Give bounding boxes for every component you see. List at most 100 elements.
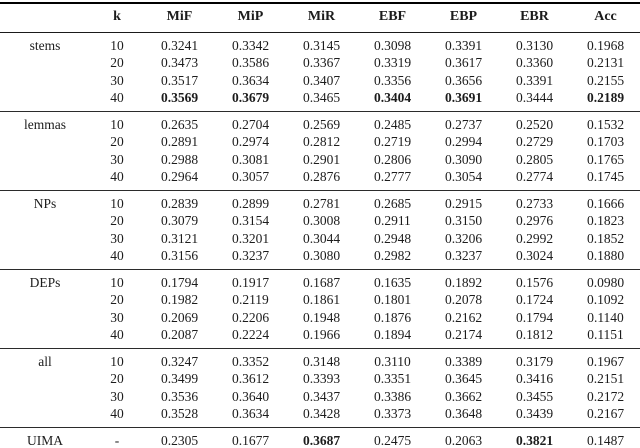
metric-value: 0.2964 <box>160 169 199 185</box>
k-value: 20 <box>110 371 124 387</box>
metric-value: 0.3241 <box>160 37 199 53</box>
k-value: 40 <box>110 169 124 185</box>
group-all: all 10 0.3247 0.3352 0.3148 0.3110 0.3389 0.317… <box>0 348 640 428</box>
metric-value: 0.1892 <box>444 274 483 290</box>
metric-value: 0.1861 <box>302 292 341 308</box>
metric-value: 0.2976 <box>515 213 554 229</box>
metric-value: 0.3237 <box>231 248 270 264</box>
table-row: 30 0.3121 0.3201 0.3044 0.2948 0.3206 0.2992 0.… <box>0 230 640 248</box>
group-label <box>0 292 90 310</box>
metric-value: 0.3179 <box>515 353 554 369</box>
metric-value: 0.1765 <box>586 151 625 167</box>
metric-value: 0.2172 <box>586 388 625 404</box>
metric-value: 0.1917 <box>231 274 270 290</box>
k-value: 30 <box>110 72 124 88</box>
metric-value: 0.3437 <box>302 388 341 404</box>
table-row: 20 0.1982 0.2119 0.1861 0.1801 0.2078 0.1724 0.… <box>0 292 640 310</box>
metric-value: 0.2781 <box>302 195 341 211</box>
metric-value: 0.2119 <box>232 292 269 308</box>
metric-value: 0.2806 <box>373 151 412 167</box>
metric-value: 0.3439 <box>515 406 554 422</box>
metric-value: 0.3145 <box>302 37 341 53</box>
metric-value: 0.3008 <box>302 213 341 229</box>
metric-value: 0.3393 <box>302 371 341 387</box>
metric-value: 0.3351 <box>373 371 412 387</box>
table-row: 20 0.3473 0.3586 0.3367 0.3319 0.3617 0.3360 0.… <box>0 55 640 73</box>
column-header-acc: Acc <box>570 3 640 33</box>
metric-value: 0.3473 <box>160 55 199 71</box>
k-value: - <box>114 432 120 448</box>
metric-value: 0.1576 <box>515 274 554 290</box>
metric-value: 0.3465 <box>302 90 341 106</box>
metric-value: 0.3247 <box>160 353 199 369</box>
metric-value: 0.1666 <box>586 195 625 211</box>
column-header-mip: MiP <box>215 3 286 33</box>
metric-value: 0.3428 <box>302 406 341 422</box>
metric-value: 0.3407 <box>302 72 341 88</box>
metric-value: 0.2520 <box>515 116 554 132</box>
metric-value: 0.3536 <box>160 388 199 404</box>
k-value: 30 <box>110 151 124 167</box>
table-row: UIMA - 0.2305 0.1677 0.3687 0.2475 0.2063 0.382… <box>0 428 640 448</box>
metric-value: 0.3517 <box>160 72 199 88</box>
metric-value: 0.2982 <box>373 248 412 264</box>
column-header-ebf: EBF <box>357 3 428 33</box>
metric-value: 0.3391 <box>444 37 483 53</box>
metric-value: 0.2974 <box>231 134 270 150</box>
metric-value: 0.2774 <box>515 169 554 185</box>
metric-value: 0.1140 <box>587 309 624 325</box>
metric-value: 0.2899 <box>231 195 270 211</box>
table-row: 40 0.3528 0.3634 0.3428 0.3373 0.3648 0.3439 0.… <box>0 406 640 428</box>
group-label: stems <box>29 37 61 53</box>
group-label: all <box>38 353 52 369</box>
metric-value: 0.2812 <box>302 134 341 150</box>
metric-value: 0.1948 <box>302 309 341 325</box>
k-value: 20 <box>110 292 124 308</box>
metric-value: 0.3687 <box>302 432 341 448</box>
metric-value: 0.3612 <box>231 371 270 387</box>
table-row: DEPs 10 0.1794 0.1917 0.1687 0.1635 0.1892 0.15… <box>0 270 640 292</box>
metric-value: 0.1703 <box>586 134 625 150</box>
metric-value: 0.1635 <box>373 274 412 290</box>
metric-value: 0.1532 <box>586 116 625 132</box>
table-row: 40 0.3156 0.3237 0.3080 0.2982 0.3237 0.3024 0.… <box>0 248 640 270</box>
metric-value: 0.3404 <box>373 90 412 106</box>
metric-value: 0.2737 <box>444 116 483 132</box>
metric-value: 0.2911 <box>374 213 411 229</box>
group-label <box>0 169 90 191</box>
metric-value: 0.3679 <box>231 90 270 106</box>
metric-value: 0.3662 <box>444 388 483 404</box>
metric-value: 0.3201 <box>231 230 270 246</box>
metric-value: 0.1967 <box>586 353 625 369</box>
group-label <box>0 230 90 248</box>
metric-value: 0.2994 <box>444 134 483 150</box>
metric-value: 0.1677 <box>231 432 270 448</box>
metric-value: 0.3634 <box>231 72 270 88</box>
table-row: stems 10 0.3241 0.3342 0.3145 0.3098 0.3391 0.3… <box>0 33 640 55</box>
k-value: 30 <box>110 309 124 325</box>
metric-value: 0.3356 <box>373 72 412 88</box>
k-value: 10 <box>110 353 124 369</box>
metric-value: 0.3455 <box>515 388 554 404</box>
k-value: 20 <box>110 55 124 71</box>
metric-value: 0.2063 <box>444 432 483 448</box>
metric-value: 0.3352 <box>231 353 270 369</box>
metric-value: 0.2206 <box>231 309 270 325</box>
column-header-mir: MiR <box>286 3 357 33</box>
group-label <box>0 55 90 73</box>
metric-value: 0.3586 <box>231 55 270 71</box>
metric-value: 0.2087 <box>160 327 199 343</box>
metric-value: 0.2151 <box>586 371 625 387</box>
metric-value: 0.3634 <box>231 406 270 422</box>
group-label <box>0 248 90 270</box>
column-header-k: k <box>90 3 144 33</box>
metric-value: 0.2876 <box>302 169 341 185</box>
group-label: NPs <box>33 195 57 211</box>
metric-value: 0.1966 <box>302 327 341 343</box>
metric-value: 0.3416 <box>515 371 554 387</box>
k-value: 40 <box>110 327 124 343</box>
group-label <box>0 151 90 169</box>
metric-value: 0.3648 <box>444 406 483 422</box>
metric-value: 0.2704 <box>231 116 270 132</box>
